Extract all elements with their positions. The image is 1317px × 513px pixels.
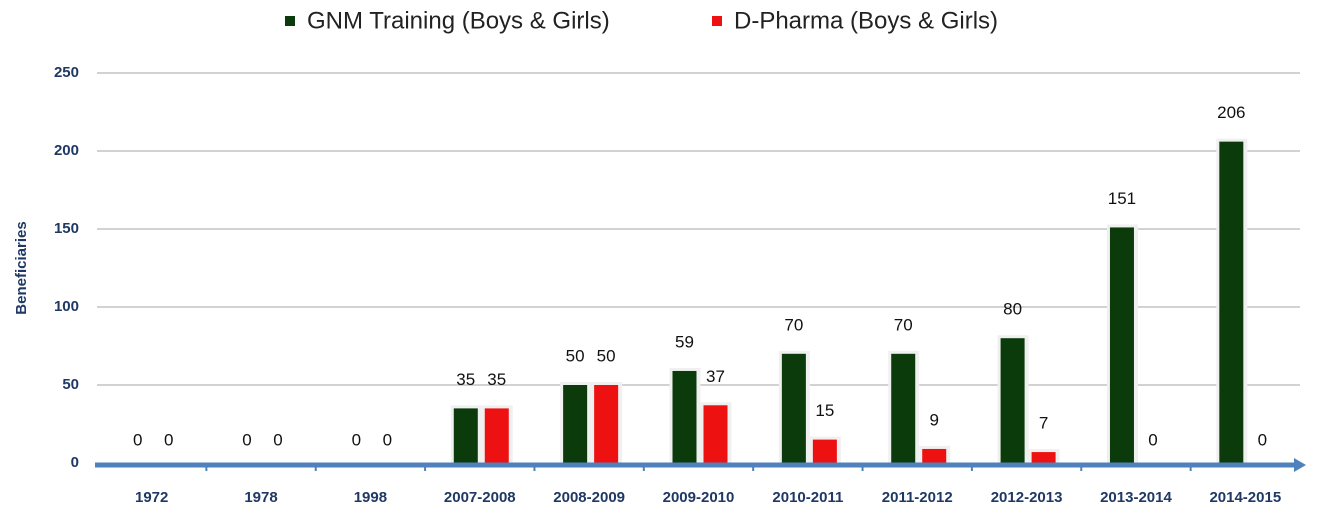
bar [1031,452,1056,463]
y-tick-label: 150 [54,220,79,237]
data-label: 0 [242,430,251,449]
bar [453,408,478,463]
data-label: 0 [133,430,142,449]
legend-marker [712,16,722,26]
data-label: 35 [487,370,506,389]
legend-marker [285,16,295,26]
x-tick-label: 2012-2013 [991,489,1063,506]
data-label: 0 [164,430,173,449]
bar [484,408,509,463]
y-tick-label: 100 [54,298,79,315]
data-label: 206 [1217,103,1245,122]
bar [563,385,588,463]
data-label: 151 [1108,189,1136,208]
x-tick-label: 2011-2012 [882,489,953,506]
data-label: 0 [383,430,392,449]
data-label: 7 [1039,414,1048,433]
x-tick-label: 2009-2010 [663,489,735,506]
data-label: 0 [352,430,361,449]
bar [781,353,806,463]
legend-label: GNM Training (Boys & Girls) [307,7,610,34]
bar [594,385,619,463]
data-label: 37 [706,367,725,386]
data-label: 50 [597,346,616,365]
bar [1109,227,1134,463]
x-tick-label: 1998 [354,489,387,506]
data-label: 9 [929,410,938,429]
data-label: 50 [566,346,585,365]
y-tick-label: 250 [54,64,79,81]
x-tick-label: 2007-2008 [444,489,516,506]
x-tick-label: 1972 [135,489,168,506]
x-tick-label: 1978 [244,489,277,506]
data-label: 0 [1148,430,1157,449]
y-tick-label: 0 [71,454,79,471]
data-label: 0 [273,430,282,449]
data-label: 70 [894,315,913,334]
bar [891,353,916,463]
data-label: 35 [456,370,475,389]
y-tick-label: 50 [62,376,79,393]
x-tick-label: 2014-2015 [1209,489,1281,506]
data-label: 15 [815,401,834,420]
bar [672,370,697,463]
bar [812,439,837,463]
x-tick-label: 2008-2009 [553,489,625,506]
bar [1000,338,1025,463]
data-label: 80 [1003,300,1022,319]
x-tick-label: 2010-2011 [772,489,843,506]
bar [1219,141,1244,463]
y-axis-label: Beneficiaries [13,221,30,314]
bar [922,448,947,463]
legend-label: D-Pharma (Boys & Girls) [734,7,998,34]
y-tick-label: 200 [54,142,79,159]
data-label: 70 [784,315,803,334]
data-label: 59 [675,332,694,351]
x-tick-label: 2013-2014 [1100,489,1172,506]
data-label: 0 [1258,430,1267,449]
x-axis-arrow [1294,458,1306,472]
bar [703,405,728,463]
